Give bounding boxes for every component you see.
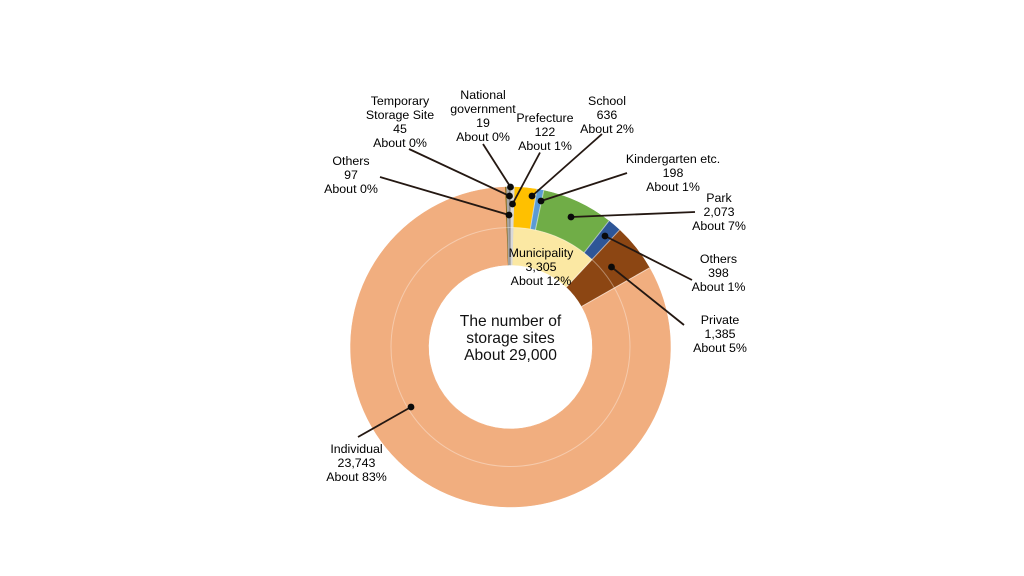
leader-line-temporary-storage-site [408, 148, 510, 197]
separator-others-municipal [583, 220, 610, 254]
leader-line-park [570, 211, 696, 218]
leader-line-others-municipal [604, 235, 693, 281]
separator-kindergarten [529, 189, 538, 230]
slice-label-school: School 636 About 2% [580, 94, 634, 136]
leader-line-national-government [482, 143, 512, 188]
leader-line-prefecture [511, 152, 541, 205]
slice-label-individual: Individual 23,743 About 83% [326, 441, 387, 484]
slice-label-prefecture: Prefecture 122 About 1% [516, 111, 574, 153]
leader-line-private [610, 266, 685, 326]
leader-line-others-small [379, 176, 510, 216]
separator-park [534, 190, 545, 231]
leader-dot-school [528, 192, 536, 200]
chart-center-text: The number of storage sites About 29,000 [459, 312, 562, 364]
slice-label-park: Park 2,073 About 7% [692, 190, 746, 233]
slice-label-kindergarten: Kindergarten etc. 198 About 1% [625, 152, 721, 194]
ring-boundary [390, 227, 631, 467]
leader-dot-temporary-storage-site [506, 192, 513, 200]
leader-line-kindergarten [540, 172, 628, 202]
leader-line-individual [357, 406, 412, 438]
leader-dot-others-small [505, 211, 513, 219]
slice-label-private: Private 1,385 About 5% [693, 312, 747, 355]
leader-dot-prefecture [509, 200, 516, 208]
slice-label-others-municipal: Others 398 About 1% [691, 252, 746, 294]
leader-dot-others-municipal [601, 232, 609, 240]
slice-label-others-small: Others 97 About 0% [324, 153, 378, 196]
leader-dot-individual [407, 403, 415, 411]
leader-dot-national-government [507, 183, 514, 191]
leader-dot-kindergarten [537, 197, 545, 205]
leader-dot-private [608, 263, 615, 271]
separator-individual [581, 267, 650, 307]
slice-label-municipality: Municipality 3,305 About 12% [508, 245, 574, 288]
leader-dot-park [567, 213, 575, 221]
leader-line-school [531, 133, 603, 197]
slice-label-temporary-storage-site: Temporary Storage Site 45 About 0% [365, 93, 435, 150]
slice-label-national-government: National government 19 About 0% [450, 87, 516, 144]
slice-inner-individual [390, 227, 631, 467]
